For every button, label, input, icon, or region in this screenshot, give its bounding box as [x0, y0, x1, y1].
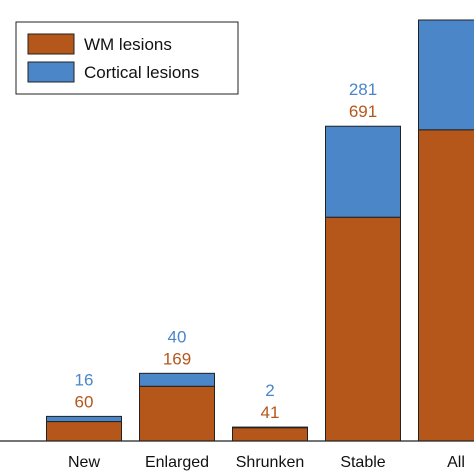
value-label-enlarged-wm: 169: [163, 349, 191, 368]
x-tick-label-enlarged: Enlarged: [145, 454, 209, 471]
legend-label-wm: WM lesions: [84, 35, 172, 54]
bar-stable-cortical-lesions: [325, 125, 401, 218]
bar-shrunken-cortical-lesions: [232, 426, 308, 429]
x-tick-label-all: All: [447, 454, 465, 471]
value-labels-layer: 60 16 169 40 41 2 691 281: [75, 80, 378, 422]
bar-new-cortical-lesions: [46, 415, 122, 423]
legend-swatch-wm: [27, 33, 75, 55]
value-label-stable-wm: 691: [349, 102, 377, 121]
value-label-stable-cortical: 281: [349, 80, 377, 99]
value-label-shrunken-wm: 41: [261, 403, 280, 422]
x-tick-label-shrunken: Shrunken: [236, 454, 305, 471]
bar-new-wm-lesions: [46, 421, 122, 442]
bar-enlarged-cortical-lesions: [139, 372, 215, 387]
x-tick-label-new: New: [68, 454, 100, 471]
x-tick-labels: New Enlarged Shrunken Stable All: [68, 454, 465, 471]
bar-all-wm-lesions: [418, 129, 474, 442]
legend-swatch-cortical: [27, 61, 75, 83]
bar-shrunken-wm-lesions: [232, 427, 308, 442]
bar-all-cortical-lesions: [418, 19, 474, 131]
value-label-enlarged-cortical: 40: [168, 327, 187, 346]
bar-enlarged-wm-lesions: [139, 385, 215, 442]
value-label-shrunken-cortical: 2: [265, 381, 274, 400]
value-label-new-cortical: 16: [75, 370, 94, 389]
legend-box: [15, 21, 239, 95]
x-tick-label-stable: Stable: [340, 454, 385, 471]
bar-stable-wm-lesions: [325, 216, 401, 442]
legend: WM lesions Cortical lesions: [15, 21, 239, 95]
bars-layer: [46, 19, 474, 442]
legend-label-cortical: Cortical lesions: [84, 63, 199, 82]
value-label-new-wm: 60: [75, 392, 94, 411]
